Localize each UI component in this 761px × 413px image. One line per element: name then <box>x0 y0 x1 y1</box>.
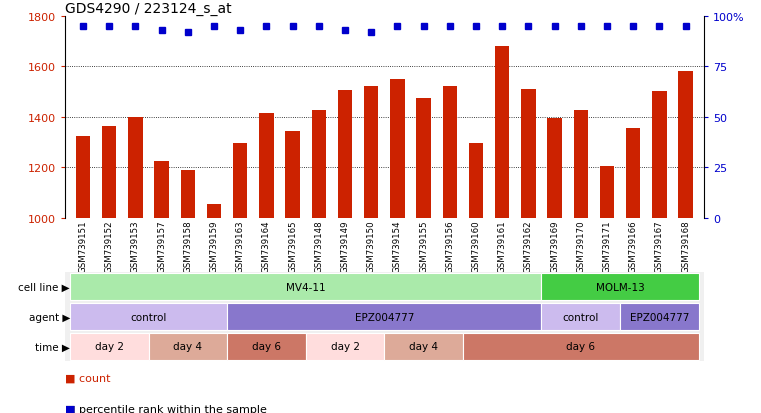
Bar <box>180 171 195 218</box>
Text: ■: ■ <box>65 404 75 413</box>
Bar <box>390 80 405 218</box>
Bar <box>70 333 148 360</box>
Text: MOLM-13: MOLM-13 <box>596 282 645 292</box>
Bar <box>469 144 483 218</box>
Bar <box>416 99 431 218</box>
Text: control: control <box>130 312 167 322</box>
Bar <box>227 303 542 330</box>
Bar <box>652 92 667 218</box>
Text: time ▶: time ▶ <box>35 342 70 351</box>
Text: day 6: day 6 <box>252 342 281 351</box>
Text: day 2: day 2 <box>94 342 124 351</box>
Bar <box>128 117 142 218</box>
Bar <box>542 303 620 330</box>
Text: day 6: day 6 <box>566 342 595 351</box>
Bar <box>102 126 116 218</box>
Bar <box>521 90 536 218</box>
Bar <box>154 161 169 218</box>
Bar <box>678 72 693 218</box>
Text: MV4-11: MV4-11 <box>286 282 326 292</box>
Bar <box>547 119 562 218</box>
Text: control: control <box>562 312 599 322</box>
Bar <box>626 129 641 218</box>
Text: day 2: day 2 <box>330 342 359 351</box>
Bar <box>148 333 227 360</box>
Bar <box>338 91 352 218</box>
Text: agent ▶: agent ▶ <box>29 312 70 322</box>
Bar <box>463 333 699 360</box>
Bar <box>495 47 509 218</box>
Bar <box>233 144 247 218</box>
Text: ■ count: ■ count <box>65 373 110 383</box>
Bar <box>443 87 457 218</box>
Text: day 4: day 4 <box>409 342 438 351</box>
Text: cell line ▶: cell line ▶ <box>18 282 70 292</box>
Text: EPZ004777: EPZ004777 <box>629 312 689 322</box>
Bar <box>574 111 588 218</box>
Bar <box>70 273 542 301</box>
Bar <box>285 131 300 218</box>
Bar <box>306 333 384 360</box>
Text: ■ percentile rank within the sample: ■ percentile rank within the sample <box>65 404 266 413</box>
Text: day 4: day 4 <box>174 342 202 351</box>
Bar <box>542 273 699 301</box>
Text: GDS4290 / 223124_s_at: GDS4290 / 223124_s_at <box>65 2 231 16</box>
Bar <box>70 303 227 330</box>
Text: EPZ004777: EPZ004777 <box>355 312 414 322</box>
Bar <box>384 333 463 360</box>
Bar <box>227 333 306 360</box>
Bar <box>260 114 274 218</box>
Bar <box>620 303 699 330</box>
Bar <box>76 136 91 218</box>
Bar <box>600 167 614 218</box>
Bar <box>364 87 378 218</box>
Bar <box>207 204 221 218</box>
Bar <box>311 111 326 218</box>
